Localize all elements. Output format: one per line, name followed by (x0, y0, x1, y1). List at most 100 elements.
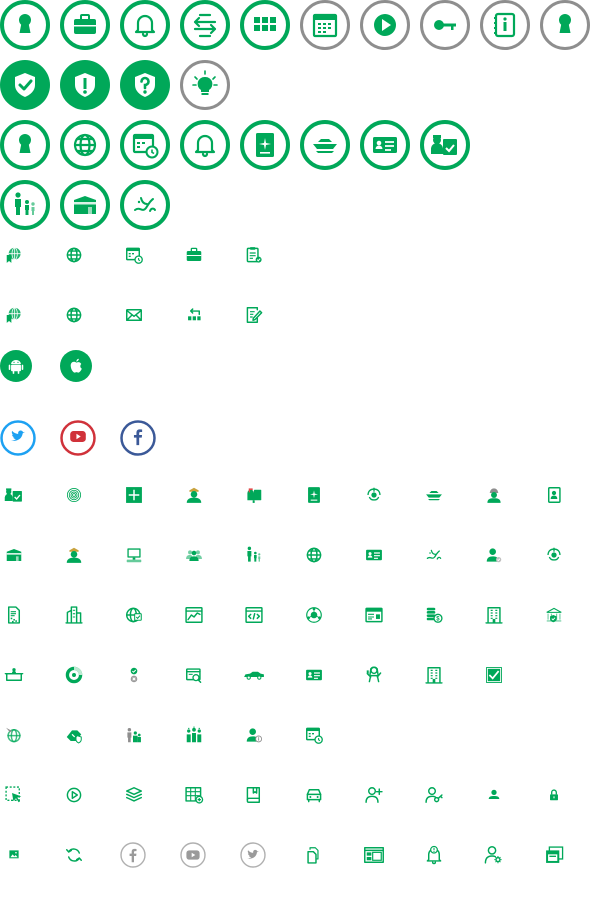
user-settings-icon (480, 830, 530, 880)
pie-chart-icon (60, 650, 110, 700)
calendar-clock-icon (120, 230, 170, 280)
user-verified-icon (480, 530, 530, 580)
globe-icon (60, 120, 110, 170)
user-icon (480, 770, 530, 820)
kaaba-icon (0, 530, 50, 580)
small-icons-row-4 (0, 530, 600, 580)
social-icons-row (0, 413, 600, 463)
document-dots-icon (0, 590, 50, 640)
car-icon (240, 650, 290, 700)
envelope-icon (120, 290, 170, 340)
outline-icons-row-1 (0, 770, 600, 820)
id-card-icon (300, 650, 350, 700)
youtube-icon (180, 830, 230, 880)
calligraphy-icon (120, 180, 170, 230)
apple-icon (60, 350, 110, 400)
ship-icon (300, 120, 350, 170)
facebook-icon (120, 830, 170, 880)
calendar-clock-icon (120, 120, 170, 170)
handshake-shield-icon (60, 710, 110, 760)
officer-id-icon (0, 470, 50, 520)
keyhole-icon (0, 0, 50, 50)
small-icons-row-1 (0, 230, 600, 280)
globe-icon (60, 230, 110, 280)
layers-icon (120, 770, 170, 820)
selection-cursor-icon (0, 770, 50, 820)
globe-icon (60, 290, 110, 340)
passport-icon (300, 470, 350, 520)
bell-icon (120, 0, 170, 50)
buildings-icon (60, 590, 110, 640)
copy-document-icon (300, 830, 350, 880)
code-window-icon (240, 590, 290, 640)
facebook-icon (120, 413, 170, 463)
exchange-arrows-icon (180, 0, 230, 50)
user-info-icon (240, 710, 290, 760)
car-front-icon (300, 770, 350, 820)
bank-shield-icon (540, 590, 590, 640)
table-add-icon (180, 770, 230, 820)
keyhole-icon (540, 0, 590, 50)
info-booklet-icon (480, 0, 530, 50)
id-card-icon (360, 120, 410, 170)
search-window-icon (180, 650, 230, 700)
approve-reject-icon (120, 650, 170, 700)
calendar-clock-icon (300, 710, 350, 760)
computer-icon (120, 530, 170, 580)
office-building-icon (480, 590, 530, 640)
user-key-icon (420, 770, 470, 820)
ring-icons-row-1 (0, 0, 600, 50)
ring-icons-row-3 (0, 180, 600, 230)
globe-check-icon (120, 590, 170, 640)
platform-icons-row (0, 350, 600, 400)
ship-icon (420, 470, 470, 520)
keyhole-icon (0, 120, 50, 170)
kaaba-icon (60, 180, 110, 230)
ring-icons-row-2 (0, 120, 600, 170)
browser-window-icon (360, 590, 410, 640)
book-icon (240, 770, 290, 820)
twitter-icon (240, 830, 290, 880)
bell-icon (180, 120, 230, 170)
play-icon (360, 0, 410, 50)
globe-icon (300, 530, 350, 580)
briefcase-icon (60, 0, 110, 50)
svg-text:$: $ (436, 617, 440, 623)
shield-question-icon (120, 60, 170, 110)
briefcase-icon (180, 230, 230, 280)
globe-bookmark-icon (0, 230, 50, 280)
globe-plane-icon (0, 710, 50, 760)
calendar-icon (300, 0, 350, 50)
small-icons-row-3 (0, 470, 600, 520)
bell-alert-icon (420, 830, 470, 880)
chart-window-icon (180, 590, 230, 640)
counter-icon (0, 650, 50, 700)
coins-dollar-icon: $ (420, 590, 470, 640)
outline-icons-row-2 (0, 830, 600, 880)
workers-group-icon (180, 710, 230, 760)
play-circle-icon (60, 770, 110, 820)
officer-icon (180, 470, 230, 520)
group-icon (180, 530, 230, 580)
officer-id-icon (420, 120, 470, 170)
calligraphy-icon (420, 530, 470, 580)
grid-tiles-icon (240, 0, 290, 50)
emblem-icon (540, 530, 590, 580)
lock-icon (540, 770, 590, 820)
emblem-icon (360, 470, 410, 520)
family-icon (240, 530, 290, 580)
shield-check-icon (0, 60, 50, 110)
windows-icon (540, 830, 590, 880)
woman-icon (360, 650, 410, 700)
plus-box-icon (120, 470, 170, 520)
small-icons-row-7 (0, 710, 600, 760)
mailbox-icon (240, 470, 290, 520)
family-group-icon (120, 710, 170, 760)
person-document-icon (540, 470, 590, 520)
family-icon (0, 180, 50, 230)
clipboard-check-icon (240, 230, 290, 280)
small-icons-row-2 (0, 290, 600, 340)
worker-icon (480, 470, 530, 520)
small-icons-row-6 (0, 650, 600, 700)
solid-icons-row (0, 60, 600, 110)
